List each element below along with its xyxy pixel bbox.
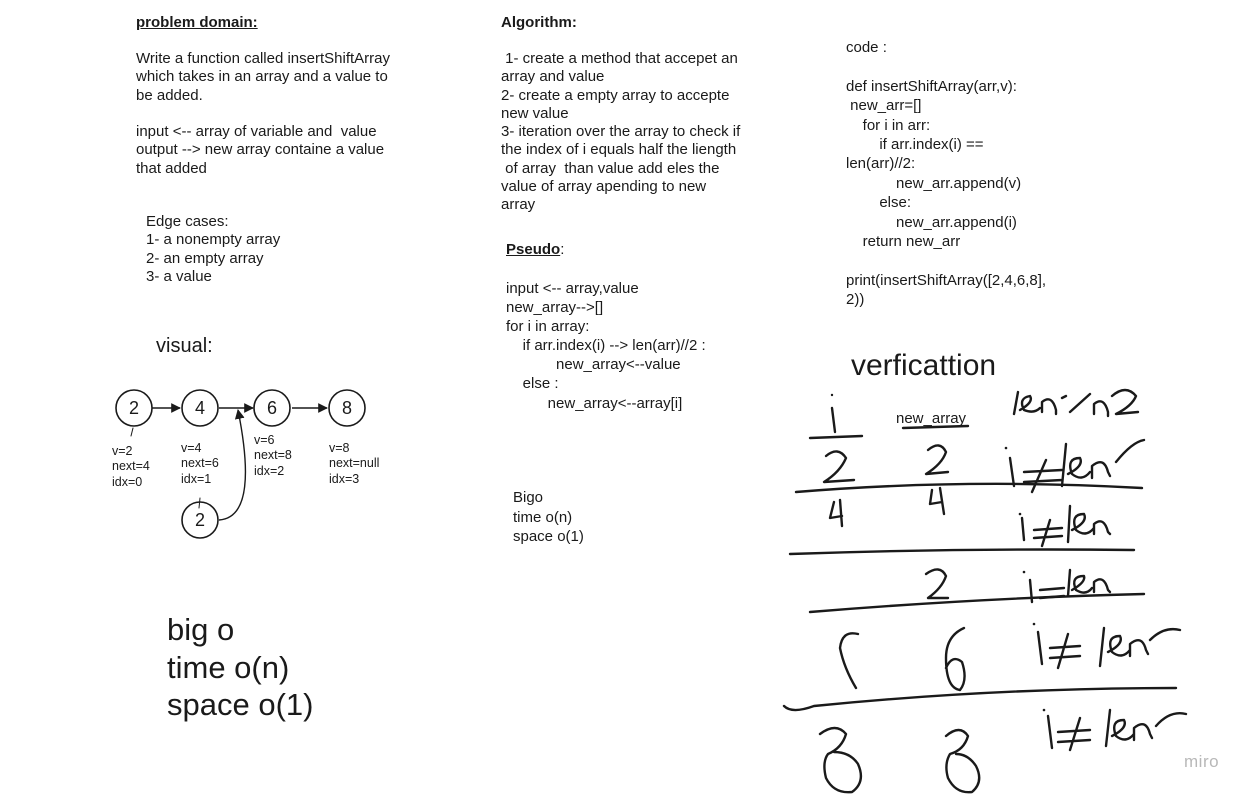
node-label-0: v=2 next=4 idx=0 [112, 444, 150, 489]
inserted-node: 2 [181, 501, 219, 539]
bigo-small-text: Bigo time o(n) space o(1) [513, 489, 584, 545]
ink-6 [944, 626, 966, 692]
algorithm-text: 1- create a method that accepet an array… [501, 50, 741, 214]
miro-watermark: miro [1184, 752, 1220, 771]
ink-2 [924, 444, 950, 476]
edge-cases-text: Edge cases: 1- a nonempty array 2- an em… [146, 213, 281, 285]
list-node-0: 2 [115, 389, 153, 427]
list-node-3-value: 8 [342, 398, 352, 418]
list-node-1: 4 [181, 389, 219, 427]
problem-domain-text: Write a function called insertShiftArray… [136, 50, 390, 177]
ink-i [830, 406, 837, 434]
ink-8 [818, 726, 863, 794]
ink-4 [828, 498, 844, 528]
tick-mark [130, 427, 134, 437]
ink-2 [822, 450, 856, 484]
pseudo-text: input <-- array,value new_array-->[] for… [506, 280, 706, 412]
ink-not-len [1008, 438, 1146, 494]
ink-row-line [788, 548, 1136, 556]
inserted-node-value: 2 [195, 510, 205, 530]
ink-row-line [782, 686, 1178, 712]
ink-row-line [808, 592, 1146, 614]
ink-8 [944, 728, 981, 794]
ink-4 [928, 486, 946, 516]
ink-2 [924, 568, 950, 600]
algorithm-heading: Algorithm: [501, 14, 577, 31]
node-label-3: v=8 next=null idx=3 [329, 441, 380, 486]
code-text: code : def insertShiftArray(arr,v): new_… [846, 39, 1047, 309]
node-label-1: v=4 next=6 idx=1 [181, 441, 219, 486]
list-node-2: 6 [253, 389, 291, 427]
ink-len-half [1012, 388, 1140, 418]
node-label-2: v=6 next=8 idx=2 [254, 433, 292, 478]
problem-domain-heading: problem domain: [136, 14, 258, 31]
ink-not-len [1036, 626, 1182, 670]
ink-row-line [794, 482, 1144, 494]
list-node-2-value: 6 [267, 398, 277, 418]
bigo-large-text: big o time o(n) space o(1) [167, 612, 314, 722]
verification-column-header: new_array [896, 410, 967, 427]
list-node-1-value: 4 [195, 398, 205, 418]
ink-not-len [1020, 504, 1112, 548]
insert-arrow [218, 409, 247, 521]
handwritten-verification-table [782, 388, 1188, 794]
ink-underline [808, 434, 864, 440]
tick-mark [198, 497, 201, 509]
ink-not-len [1046, 708, 1188, 752]
verification-heading: verficattion [851, 349, 997, 382]
ink-underline [901, 424, 970, 430]
pseudo-heading-wrap: Pseudo: [506, 241, 564, 259]
ink-6 [838, 632, 860, 690]
visual-heading: visual: [156, 335, 213, 357]
list-node-0-value: 2 [129, 398, 139, 418]
pseudo-colon: : [560, 241, 565, 258]
list-node-3: 8 [328, 389, 366, 427]
pseudo-heading: Pseudo [506, 241, 561, 258]
